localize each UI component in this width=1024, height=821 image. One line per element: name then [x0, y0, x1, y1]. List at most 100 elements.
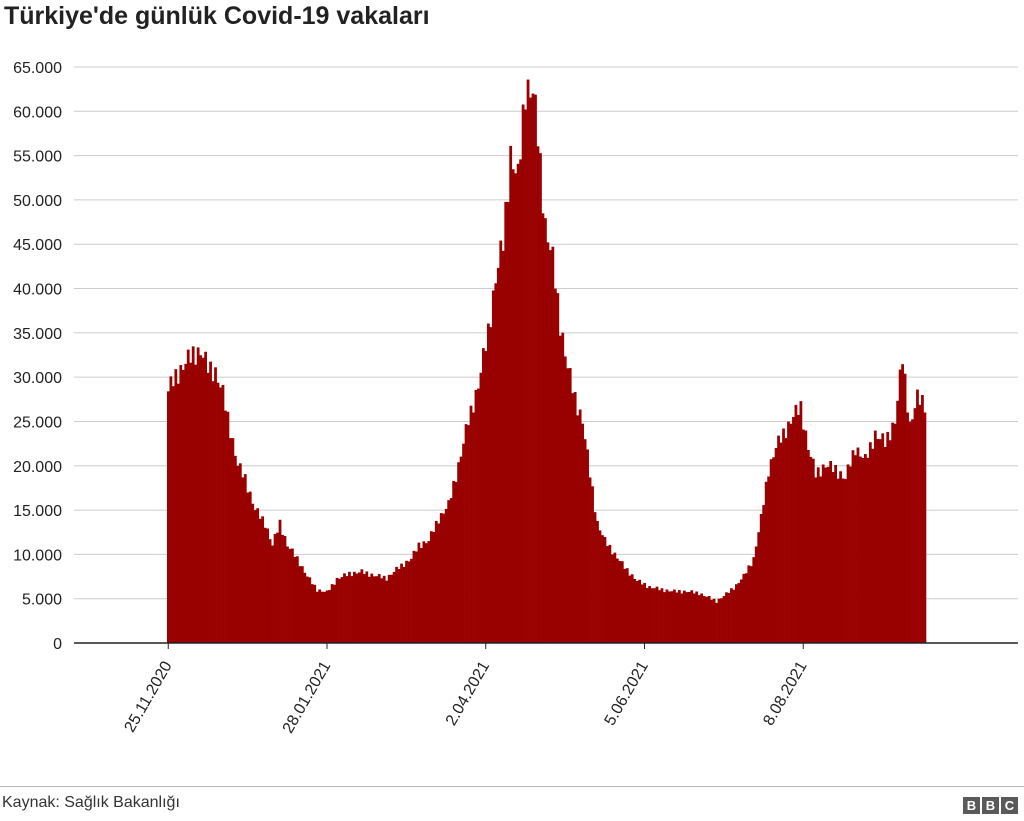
bar [357, 572, 361, 643]
bar [298, 566, 302, 643]
bar [335, 577, 339, 643]
bar [695, 591, 699, 643]
bar [402, 567, 406, 643]
bar [787, 421, 790, 643]
bar [834, 465, 838, 643]
bar [673, 589, 676, 643]
x-tick-label: 25.11.2020 [122, 658, 176, 735]
bar [266, 528, 269, 643]
bar [916, 389, 919, 643]
bar [846, 464, 850, 643]
y-tick-label: 30.000 [13, 370, 62, 387]
bar [801, 429, 805, 643]
bar [727, 592, 731, 643]
bar [735, 584, 738, 643]
bar [253, 510, 257, 643]
bar [196, 347, 200, 643]
bar [467, 425, 470, 643]
bar [345, 576, 349, 643]
bar [901, 364, 904, 643]
bar [442, 513, 446, 643]
bar [601, 535, 604, 643]
bar [628, 575, 632, 643]
bar [365, 571, 369, 643]
bar [623, 568, 627, 643]
bar [501, 250, 505, 643]
bar [643, 582, 647, 643]
bar [248, 491, 252, 643]
bar [866, 457, 870, 643]
bar [179, 365, 183, 643]
bar [415, 551, 418, 643]
bar [241, 477, 245, 643]
bar [923, 412, 927, 643]
bar [229, 438, 232, 643]
bar [281, 534, 284, 643]
bar [432, 531, 436, 643]
bar [343, 573, 346, 643]
y-tick-label: 55.000 [13, 149, 62, 166]
bar [536, 146, 540, 643]
bar [553, 288, 557, 643]
bar [819, 476, 823, 643]
bar [717, 598, 721, 643]
bar [630, 574, 634, 643]
bar [896, 400, 900, 643]
bar [606, 546, 609, 643]
bar [328, 590, 332, 643]
bar [692, 593, 696, 643]
bar [434, 520, 438, 643]
bar [226, 411, 230, 643]
bar [571, 393, 575, 643]
x-tick-label: 28.01.2021 [280, 658, 335, 736]
bar [494, 283, 498, 643]
bar [385, 580, 389, 643]
bar [209, 361, 212, 643]
bar [665, 589, 669, 643]
bar [792, 417, 795, 643]
bar [360, 569, 364, 643]
bar [395, 566, 398, 643]
bar [474, 389, 478, 643]
y-tick-label: 0 [53, 636, 62, 653]
bar [194, 364, 198, 643]
bar [541, 213, 545, 643]
bar [457, 462, 460, 643]
bar [199, 355, 203, 643]
bbc-logo-letter: B [982, 797, 999, 814]
bar [412, 550, 416, 643]
bar [214, 367, 217, 643]
bar [752, 557, 756, 643]
bar [524, 109, 527, 643]
bar [655, 586, 659, 643]
y-tick-label: 40.000 [13, 282, 62, 299]
bar [725, 592, 728, 643]
bar [310, 584, 314, 643]
bar [521, 104, 525, 644]
bar [387, 574, 391, 643]
bar [231, 438, 235, 643]
bar [439, 513, 443, 643]
bar [529, 97, 532, 644]
bar [204, 351, 207, 643]
bar [390, 574, 394, 643]
bar [784, 438, 788, 643]
bar [472, 412, 475, 643]
bar [315, 591, 319, 643]
bar [256, 508, 260, 643]
bar [263, 527, 267, 643]
bar [873, 430, 877, 643]
bar [772, 457, 775, 643]
bar [325, 590, 329, 643]
bar [710, 599, 713, 643]
bar [620, 561, 624, 643]
bar [576, 415, 580, 643]
bar [392, 571, 396, 643]
bar [176, 383, 180, 643]
bar [323, 591, 327, 643]
bar [362, 573, 366, 643]
bar [469, 405, 473, 643]
bar [216, 382, 220, 643]
bar [338, 578, 341, 643]
bar [429, 531, 433, 643]
